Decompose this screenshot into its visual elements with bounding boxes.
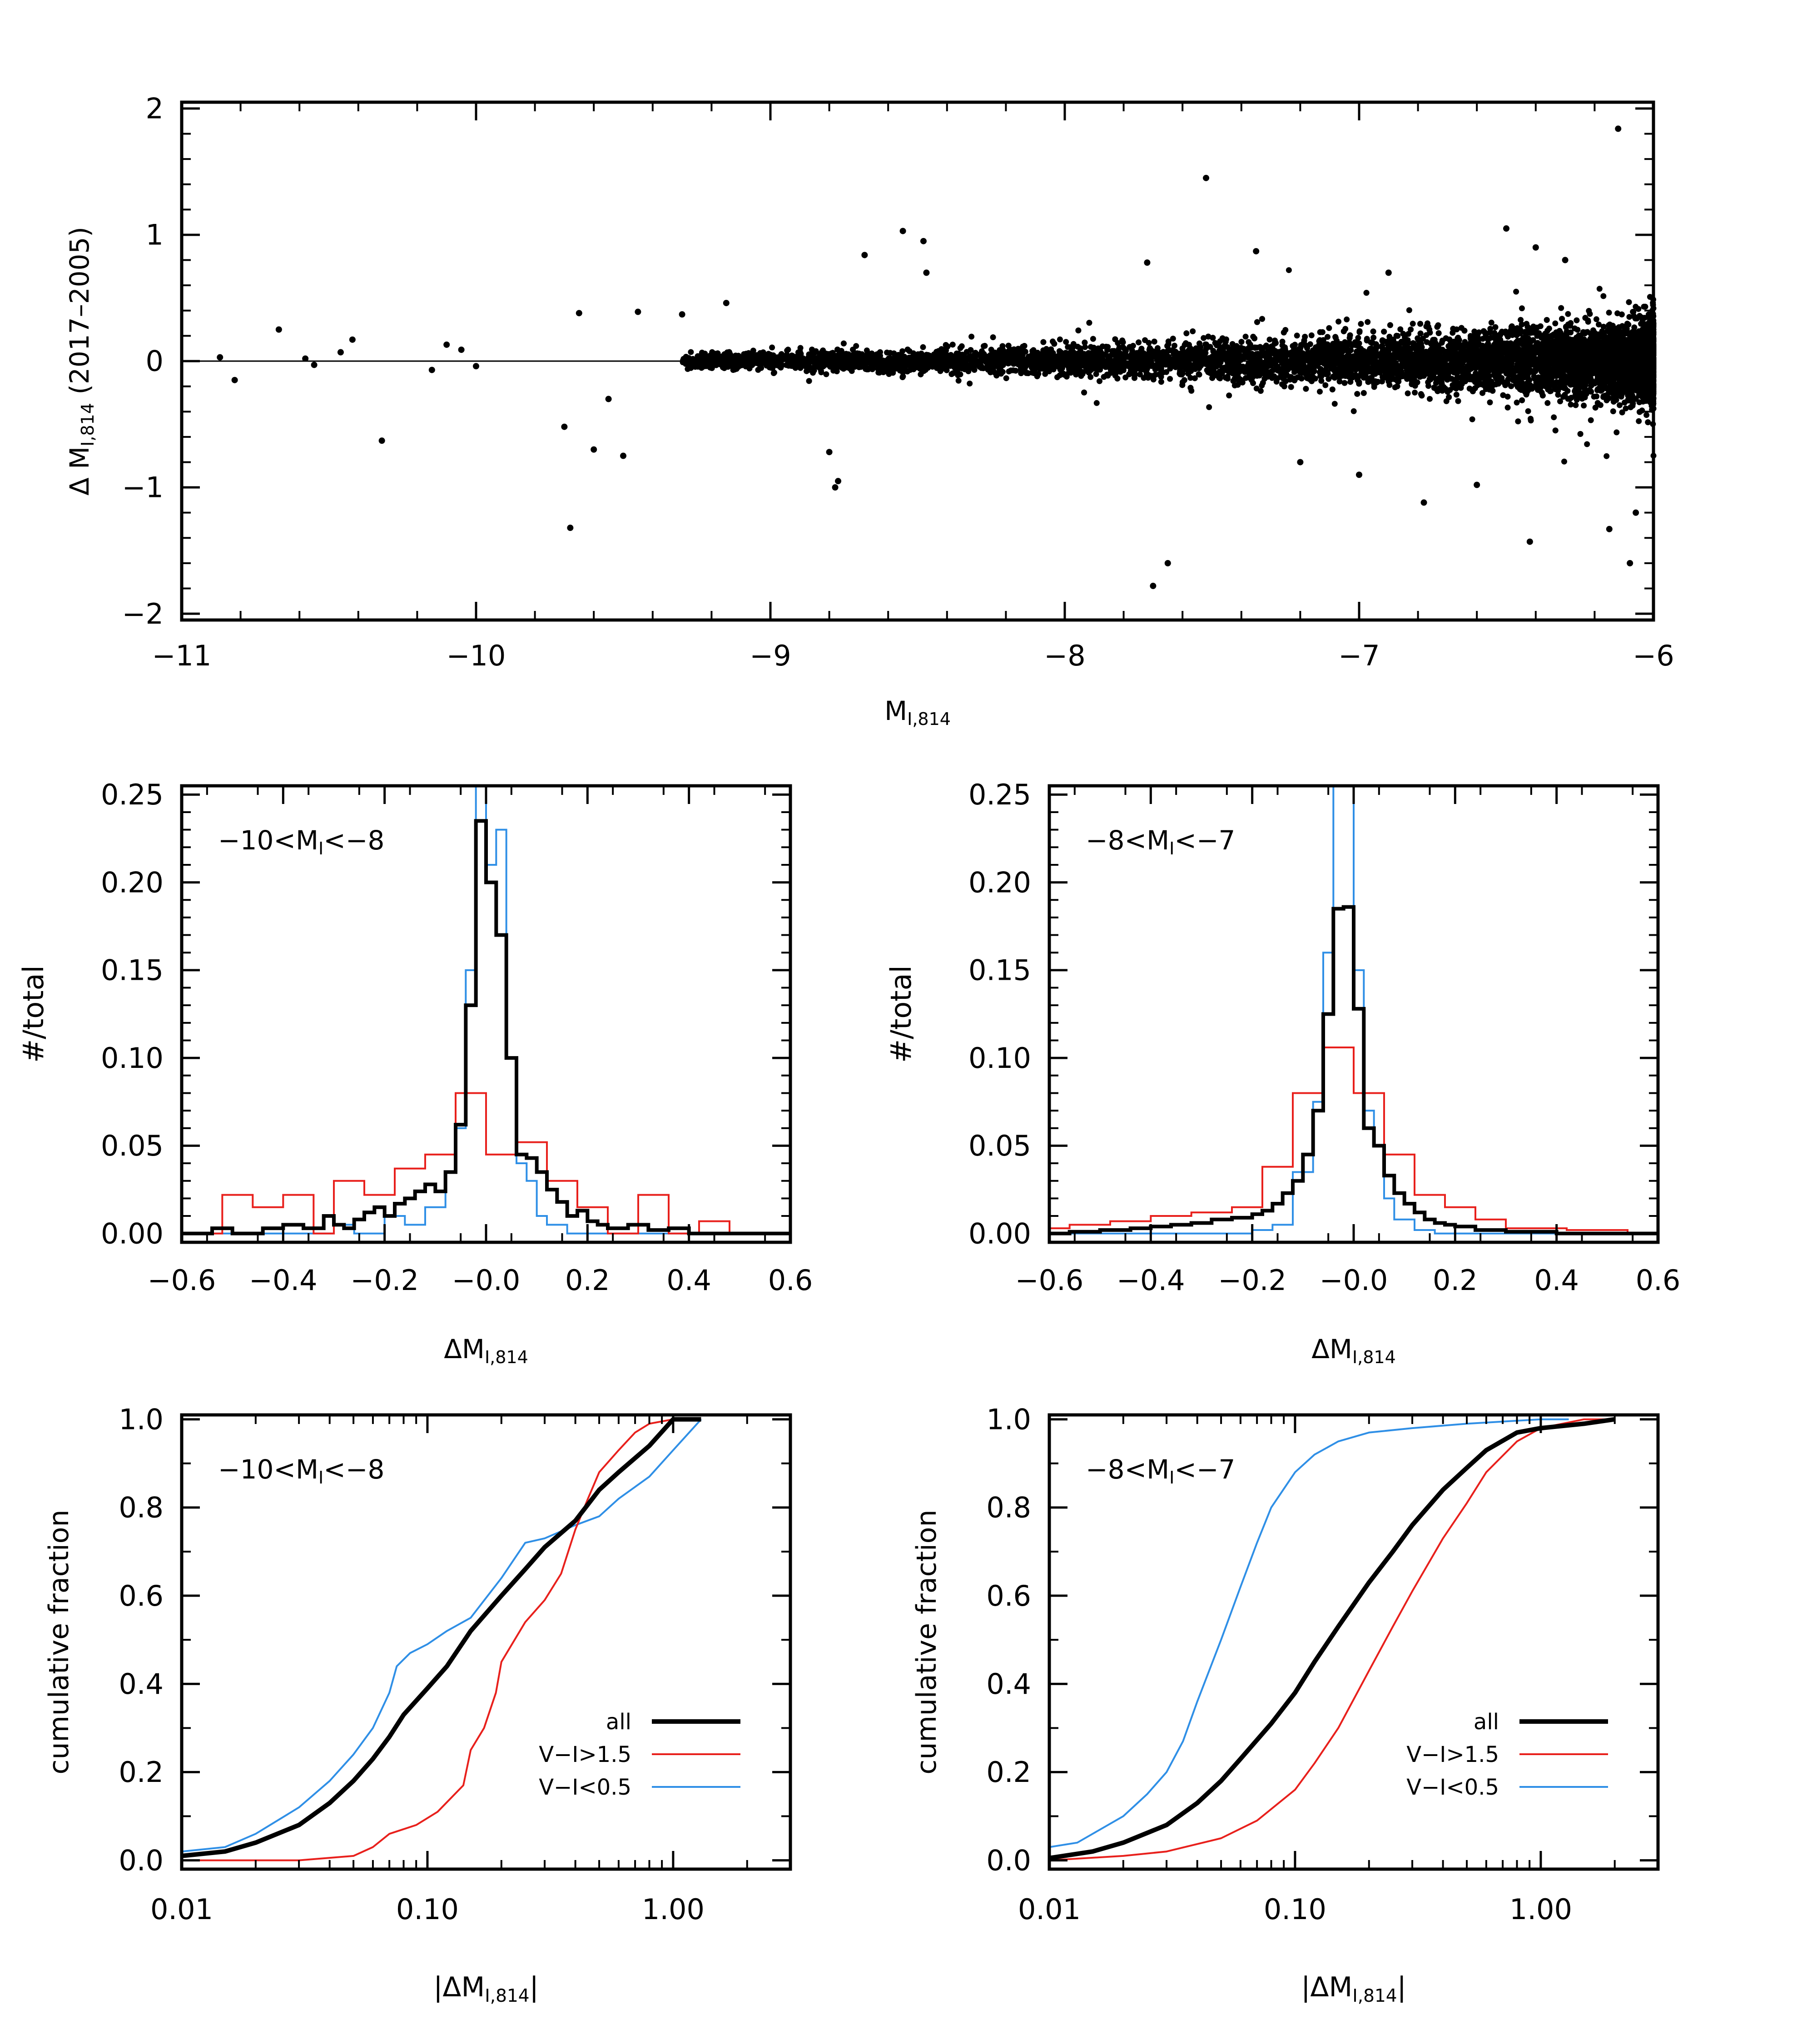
scatter-point (1513, 288, 1519, 295)
scatter-point (1600, 323, 1607, 330)
scatter-point (1647, 294, 1653, 300)
scatter-point (920, 344, 926, 350)
scatter-point (1524, 321, 1530, 327)
scatter-point (1266, 337, 1273, 342)
scatter-point (1636, 418, 1642, 424)
scatter-point (769, 344, 775, 351)
scatter-point (1519, 305, 1525, 312)
scatter-point (990, 334, 996, 340)
scatter-point (1063, 339, 1069, 345)
scatter-point (1190, 328, 1196, 334)
scatter-point (688, 349, 694, 355)
scatter-point (1631, 324, 1638, 331)
scatter-point (1424, 339, 1430, 345)
scatter-point (1623, 405, 1629, 412)
scatter-point (1488, 319, 1494, 326)
scatter-point (1568, 402, 1574, 408)
scatter-point (1326, 376, 1332, 382)
scatter-point (823, 371, 829, 377)
scatter-point (1170, 336, 1176, 342)
scatter-point (1318, 378, 1325, 384)
scatter-point (1322, 382, 1329, 388)
scatter-point (1471, 328, 1478, 335)
scatter-point (968, 333, 975, 340)
scatter-point (1057, 336, 1063, 342)
scatter-point (1427, 396, 1433, 402)
scatter-point (1555, 392, 1561, 398)
scatter-point (1606, 309, 1612, 316)
scatter-point (1308, 332, 1315, 338)
scatter-point (1487, 399, 1493, 406)
scatter-point (1596, 321, 1602, 327)
scatter-point (1412, 389, 1418, 396)
scatter-point (1082, 344, 1088, 350)
scatter-point (1514, 399, 1520, 406)
scatter-point (1610, 408, 1616, 414)
scatter-point (1172, 342, 1177, 349)
scatter-point (1551, 414, 1557, 421)
scatter-point (1093, 400, 1100, 406)
scatter-point (1626, 314, 1633, 320)
scatter-point (957, 345, 963, 351)
scatter-point (1397, 326, 1404, 332)
scatter-point (1097, 378, 1102, 384)
scatter-point (1365, 319, 1371, 325)
scatter-point (1405, 390, 1411, 397)
scatter-point (1325, 334, 1330, 340)
scatter-point (1581, 402, 1587, 409)
scatter-point (955, 377, 962, 384)
scatter-point (1617, 402, 1623, 408)
scatter-point (1552, 320, 1559, 327)
scatter-point (1087, 344, 1094, 350)
scatter-point (1364, 337, 1370, 344)
scatter-point (1406, 307, 1412, 313)
scatter-point (771, 369, 777, 376)
scatter-point (1137, 371, 1143, 377)
scatter-point (1504, 404, 1511, 411)
scatter-point (1350, 408, 1357, 414)
scatter-point (1317, 388, 1323, 395)
scatter-point (1410, 321, 1416, 327)
scatter-point (1469, 416, 1475, 422)
scatter-point (1588, 417, 1594, 423)
scatter-point (1405, 331, 1411, 337)
scatter-point (1226, 392, 1232, 399)
scatter-point (1229, 341, 1236, 347)
scatter-point (1210, 348, 1216, 355)
scatter-point (1593, 316, 1599, 322)
scatter-point (1557, 398, 1563, 405)
scatter-point (1344, 316, 1350, 322)
scatter-point (1643, 412, 1650, 418)
scatter-point (1090, 336, 1096, 342)
scatter-point (1142, 337, 1148, 343)
scatter-point (1525, 408, 1531, 414)
